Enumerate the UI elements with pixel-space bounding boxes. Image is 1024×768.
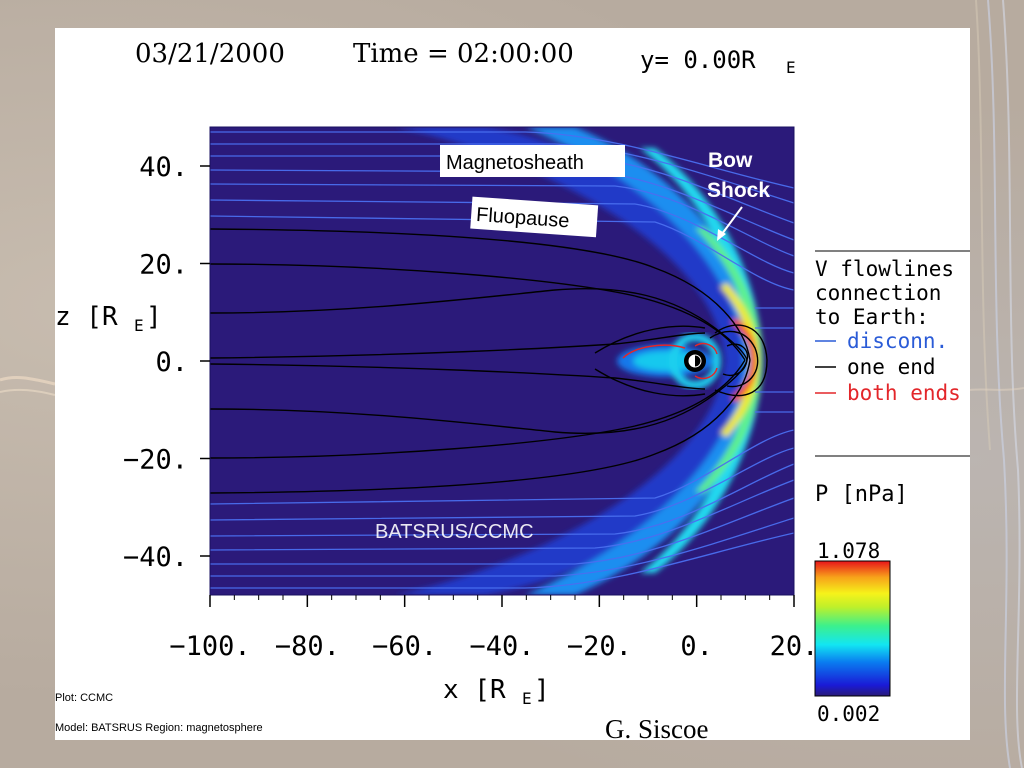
legend-title-line-2: connection <box>815 281 941 305</box>
bow-shock-label-bow: Bow <box>708 149 753 172</box>
header-time: Time = 02:00:00 <box>353 39 574 69</box>
header-y-sub: E <box>786 58 796 77</box>
svg-text:]: ] <box>146 302 162 332</box>
bow-shock-label-shock: Shock <box>707 179 770 202</box>
flowlines-both-ends <box>622 342 718 380</box>
svg-text:Magnetosheath: Magnetosheath <box>446 152 584 174</box>
bow-shock-arrow <box>717 206 743 241</box>
legend-item-label: disconn. <box>847 329 948 353</box>
y-axis: 40. 20. 0. −20. −40. <box>123 152 210 573</box>
x-tick-label: −100. <box>169 631 250 662</box>
colorbar-title: P [nPa] <box>815 482 908 507</box>
svg-text:E: E <box>522 689 532 708</box>
x-tick-label: −60. <box>372 631 437 662</box>
colorbar-min-label: 0.002 <box>817 702 880 726</box>
legend-item-label: one end <box>847 355 936 379</box>
colorbar: P [nPa] 1.078 0.002 <box>814 482 908 726</box>
svg-text:]: ] <box>534 675 550 705</box>
x-axis: −100. −80. −60. −40. −20. 0. 20. <box>169 595 818 662</box>
figure-panel: 03/21/2000 Time = 02:00:00 y= 0.00R E <box>55 28 970 744</box>
x-tick-label: −40. <box>469 631 534 662</box>
legend-title-line-1: V flowlines <box>815 257 954 281</box>
svg-text:x [R: x [R <box>443 675 506 705</box>
legend-title-line-3: to Earth: <box>815 305 929 329</box>
header-date: 03/21/2000 <box>135 39 285 69</box>
y-tick-label: 0. <box>155 347 188 378</box>
earth-icon <box>684 350 706 372</box>
x-tick-label: 0. <box>680 631 713 662</box>
model-label: BATSRUS/CCMC <box>375 521 534 543</box>
x-axis-label: x [R E ] <box>443 675 550 708</box>
x-tick-label: −80. <box>275 631 340 662</box>
svg-text:E: E <box>134 316 144 335</box>
flowlines-one-end <box>210 228 768 494</box>
flowlines-disconnected <box>210 131 794 589</box>
y-tick-label: −40. <box>123 542 188 573</box>
legend-item-label: both ends <box>847 381 961 405</box>
x-tick-label: 20. <box>770 631 819 662</box>
x-tick-label: −20. <box>567 631 632 662</box>
heatmap-area <box>210 127 794 595</box>
y-axis-label: z [R E ] <box>55 302 162 335</box>
colorbar-max-label: 1.078 <box>817 539 880 563</box>
y-tick-label: −20. <box>123 445 188 476</box>
svg-text:z [R: z [R <box>55 302 118 332</box>
model-note: Model: BATSRUS Region: magnetosphere <box>55 722 263 734</box>
y-tick-label: 40. <box>139 152 188 183</box>
plot-note: Plot: CCMC <box>55 692 114 704</box>
chart-svg: 03/21/2000 Time = 02:00:00 y= 0.00R E <box>55 39 970 726</box>
legend: V flowlines connection to Earth: disconn… <box>815 250 970 457</box>
fluopause-label: Fluopause <box>470 196 599 238</box>
magnetosheath-label: Magnetosheath <box>440 145 625 177</box>
header-y: y= 0.00R <box>640 46 756 74</box>
author-credit: G. Siscoe <box>605 714 709 744</box>
y-tick-label: 20. <box>139 250 188 281</box>
